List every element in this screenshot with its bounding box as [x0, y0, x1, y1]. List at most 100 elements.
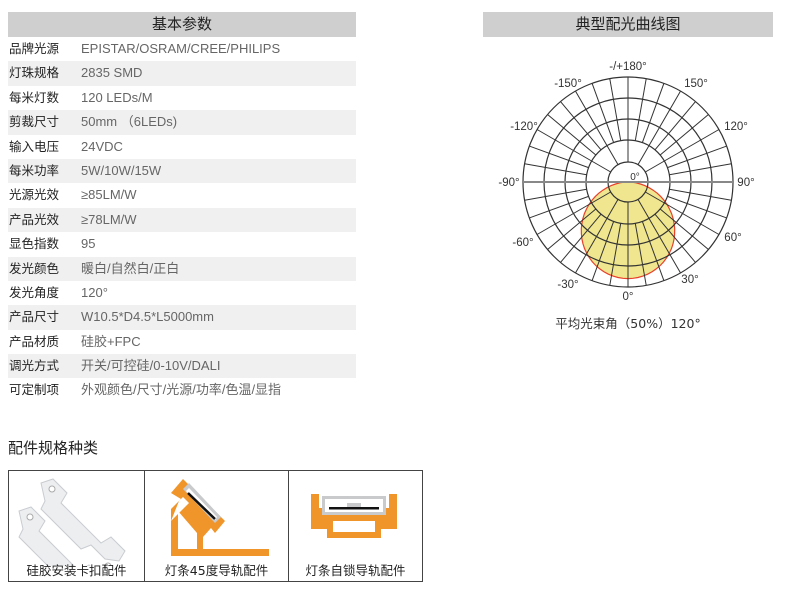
polar-spoke	[654, 213, 696, 263]
angle-label: 60°	[724, 232, 741, 244]
spec-value: 95	[81, 236, 96, 252]
spec-value: 暖白/自然白/正白	[81, 260, 180, 276]
polar-spoke	[669, 163, 732, 176]
accessory-label: 硅胶安装卡扣配件	[26, 563, 127, 578]
polar-light-distribution-chart: -/+180° -150° 150° -120° 120° -90° 90° -…	[498, 61, 754, 303]
spec-value: ≥78LM/W	[81, 211, 137, 227]
spec-value: 开关/可控硅/0-10V/DALI	[81, 358, 221, 374]
polar-spoke	[591, 83, 615, 143]
polar-spoke	[641, 221, 665, 281]
polar-spoke	[529, 195, 589, 219]
accessory-45-degree-rail: 灯条45度导轨配件	[144, 471, 288, 581]
spec-label: 灯珠规格	[9, 65, 60, 81]
polar-spoke	[634, 223, 647, 286]
angle-label: -60°	[512, 237, 533, 249]
polar-spoke	[634, 78, 647, 141]
spec-table: 品牌光源 EPISTAR/OSRAM/CREE/PHILIPS 灯珠规格 2835 …	[8, 37, 356, 403]
spec-row: 光源光效 ≥85LM/W	[8, 183, 356, 207]
polar-spoke	[529, 145, 589, 169]
angle-label: 120°	[724, 121, 748, 133]
angle-label: 30°	[681, 274, 698, 286]
spec-row: 发光颜色 暖白/自然白/正白	[8, 256, 356, 281]
polar-spoke	[524, 163, 587, 176]
polar-spoke	[641, 83, 665, 143]
spec-row: 产品光效 ≥78LM/W	[8, 207, 356, 233]
angle-label: 90°	[737, 177, 754, 189]
polar-spoke	[667, 145, 727, 169]
polar-spoke	[536, 191, 611, 235]
beam-angle-caption: 平均光束角（50%）120°	[555, 316, 701, 331]
spec-value: 120 LEDs/M	[81, 89, 153, 105]
spec-value: 外观颜色/尺寸/光源/功率/色温/显指	[81, 382, 282, 398]
spec-label: 剪裁尺寸	[9, 114, 60, 130]
spec-label: 每米灯数	[9, 89, 60, 105]
spec-label: 产品光效	[9, 211, 60, 227]
spec-value: EPISTAR/OSRAM/CREE/PHILIPS	[81, 41, 281, 56]
accessory-silicone-clip: 硅胶安装卡扣配件	[9, 471, 144, 581]
self-lock-rail-image	[311, 494, 397, 538]
polar-spoke	[524, 188, 587, 201]
polar-spoke	[575, 90, 619, 165]
polar-spoke	[669, 188, 732, 201]
polar-spoke	[560, 101, 602, 151]
polar-spoke	[654, 101, 696, 151]
polar-chart-title: 典型配光曲线图	[483, 12, 773, 37]
spec-row: 产品材质 硅胶+FPC	[8, 330, 356, 354]
spec-row: 发光角度 120°	[8, 281, 356, 305]
spec-table-title: 基本参数	[8, 12, 356, 37]
polar-spoke	[609, 223, 622, 286]
polar-spoke	[591, 221, 615, 281]
spec-label: 可定制项	[9, 382, 60, 398]
spec-row: 显色指数 95	[8, 232, 356, 256]
spec-row: 调光方式 开关/可控硅/0-10V/DALI	[8, 354, 356, 379]
angle-label: -90°	[498, 177, 519, 189]
polar-spoke	[637, 90, 681, 165]
accessories-title: 配件规格种类	[8, 439, 99, 457]
polar-spoke	[575, 199, 619, 274]
polar-spoke	[547, 208, 597, 250]
polar-spoke	[659, 114, 709, 156]
spec-row: 每米灯数 120 LEDs/M	[8, 86, 356, 110]
spec-value: 5W/10W/15W	[81, 162, 162, 178]
spec-label: 调光方式	[9, 358, 60, 374]
spec-row: 灯珠规格 2835 SMD	[8, 61, 356, 86]
polar-spoke	[547, 114, 597, 156]
spec-label: 显色指数	[9, 236, 60, 252]
silicone-clip-image	[18, 478, 126, 566]
spec-value: 2835 SMD	[81, 65, 143, 81]
spec-row: 剪裁尺寸 50mm （6LEDs)	[8, 110, 356, 135]
polar-spoke	[609, 78, 622, 141]
spec-label: 产品材质	[9, 333, 60, 349]
polar-spoke	[536, 129, 611, 173]
angle-label: -/+180°	[609, 61, 647, 73]
center-angle-label: 0°	[630, 172, 640, 183]
angle-label: 0°	[623, 291, 634, 303]
accessory-self-lock-rail: 灯条自锁导轨配件	[288, 471, 422, 581]
spec-label: 发光颜色	[9, 260, 60, 276]
spec-label: 每米功率	[9, 162, 60, 178]
angle-label: 150°	[684, 78, 708, 90]
spec-row: 每米功率 5W/10W/15W	[8, 158, 356, 184]
accessory-label: 灯条自锁导轨配件	[305, 563, 406, 578]
spec-label: 产品尺寸	[9, 309, 60, 325]
polar-spoke	[645, 191, 720, 235]
spec-row: 输入电压 24VDC	[8, 135, 356, 159]
spec-label: 光源光效	[9, 187, 60, 203]
rail-45-degree-image	[171, 479, 269, 556]
spec-label: 品牌光源	[9, 41, 60, 56]
polar-spoke	[637, 199, 681, 274]
spec-value: 硅胶+FPC	[81, 333, 141, 349]
polar-spoke	[645, 129, 720, 173]
polar-spoke	[659, 208, 709, 250]
spec-label: 发光角度	[9, 284, 60, 300]
polar-grid	[522, 76, 734, 288]
accessory-label: 灯条45度导轨配件	[164, 563, 269, 578]
angle-label: -30°	[557, 279, 578, 291]
spec-row: 产品尺寸 W10.5*D4.5*L5000mm	[8, 305, 356, 330]
polar-spoke	[560, 213, 602, 263]
spec-label: 输入电压	[9, 138, 60, 154]
polar-spoke	[667, 195, 727, 219]
spec-row: 可定制项 外观颜色/尺寸/光源/功率/色温/显指	[8, 378, 356, 402]
spec-value: ≥85LM/W	[81, 187, 137, 203]
spec-value: 120°	[81, 284, 108, 300]
